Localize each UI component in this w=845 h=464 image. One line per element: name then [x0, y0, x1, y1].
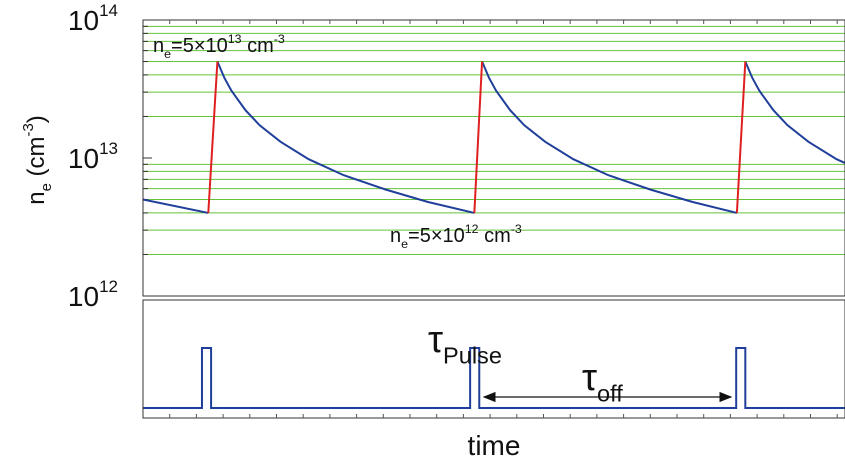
annotation: ne=5×1013 cm-3: [153, 32, 285, 61]
annotation-part: cm: [242, 35, 274, 57]
data-line: [142, 61, 845, 214]
y-tick-base: 10: [68, 143, 99, 174]
annotation-part: n: [153, 35, 164, 57]
y-axis-label: ne (cm-3): [21, 115, 55, 205]
annotation-part: τ: [428, 319, 443, 361]
y-tick-base: 10: [68, 5, 99, 36]
annotation-part: -3: [511, 222, 522, 236]
annotation-part: 13: [228, 32, 242, 46]
annotation-part: τ: [582, 357, 597, 399]
y-axis-label-part: (cm: [23, 136, 50, 183]
annotation-part: cm: [479, 225, 511, 247]
data-line: [207, 61, 747, 213]
y-tick-base: 10: [68, 281, 99, 312]
annotation-part: =5×10: [408, 225, 465, 247]
y-axis-label-part: ): [23, 115, 50, 123]
y-tick-label: 1013: [68, 139, 118, 174]
plot-frame: [142, 19, 845, 297]
annotation-part: Pulse: [443, 342, 502, 368]
y-axis-label-part: e: [39, 183, 55, 191]
y-tick-exponent: 14: [99, 1, 118, 20]
y-tick-exponent: 12: [99, 277, 118, 296]
annotation-part: -3: [274, 32, 285, 46]
plot-frame: [142, 299, 845, 419]
x-axis-label: time: [468, 430, 521, 461]
y-axis-label-part: -3: [21, 123, 37, 136]
annotation-part: off: [597, 380, 623, 406]
annotation: τPulse: [428, 319, 502, 368]
y-axis-label-part: n: [23, 191, 50, 204]
y-tick-exponent: 13: [99, 139, 118, 158]
y-tick-label: 1014: [68, 1, 118, 36]
annotation-part: e: [164, 47, 171, 61]
data-line: [143, 346, 845, 409]
annotation: ne=5×1012 cm-3: [390, 222, 522, 251]
y-tick-label: 1012: [68, 277, 118, 312]
annotation-part: 12: [465, 222, 479, 236]
annotation-part: n: [390, 225, 401, 247]
annotation-part: =5×10: [171, 35, 228, 57]
annotation-part: e: [401, 237, 408, 251]
annotation: τoff: [582, 357, 623, 406]
